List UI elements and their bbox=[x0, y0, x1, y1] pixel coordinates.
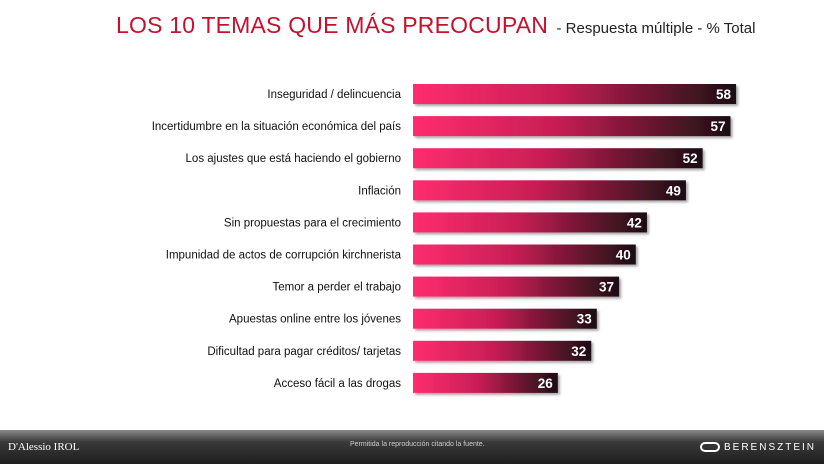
category-label-4: Inflación bbox=[358, 185, 401, 197]
value-label-4: 49 bbox=[666, 183, 681, 198]
chart-title: LOS 10 TEMAS QUE MÁS PREOCUPAN - Respues… bbox=[116, 12, 755, 39]
bar-9 bbox=[413, 340, 592, 361]
category-label-2: Incertidumbre en la situación económica … bbox=[152, 121, 402, 133]
bar-2 bbox=[413, 116, 731, 137]
bar-6 bbox=[413, 244, 636, 265]
value-label-1: 58 bbox=[716, 87, 732, 102]
category-label-9: Dificultad para pagar créditos/ tarjetas bbox=[207, 346, 401, 358]
category-label-5: Sin propuestas para el crecimiento bbox=[224, 217, 401, 229]
bar-3 bbox=[413, 148, 703, 169]
bar-7 bbox=[413, 276, 620, 297]
bar-4 bbox=[413, 180, 686, 201]
value-label-7: 37 bbox=[599, 280, 614, 295]
footer-bar: D'Alessio IROL Permitida la reproducción… bbox=[0, 430, 824, 464]
value-label-10: 26 bbox=[538, 376, 554, 391]
category-label-6: Impunidad de actos de corrupción kirchne… bbox=[166, 250, 402, 262]
value-label-6: 40 bbox=[616, 248, 631, 263]
bar-1 bbox=[413, 84, 737, 104]
category-label-10: Acceso fácil a las drogas bbox=[274, 378, 401, 390]
value-label-3: 52 bbox=[683, 151, 698, 166]
value-label-5: 42 bbox=[627, 215, 642, 230]
bar-8 bbox=[413, 308, 597, 329]
category-label-8: Apuestas online entre los jóvenes bbox=[229, 314, 401, 326]
footer-note: Permitida la reproducción citando la fue… bbox=[350, 441, 485, 448]
bars-group: Inseguridad / delincuencia 58 Incertidumbr… bbox=[152, 84, 737, 393]
category-label-1: Inseguridad / delincuencia bbox=[267, 89, 401, 101]
berensztein-text: BERENSZTEIN bbox=[723, 442, 816, 453]
value-label-9: 32 bbox=[571, 344, 586, 359]
value-label-8: 33 bbox=[577, 312, 593, 327]
category-label-3: Los ajustes que está haciendo el gobiern… bbox=[186, 153, 401, 165]
bar-10 bbox=[413, 372, 558, 393]
title-main: LOS 10 TEMAS QUE MÁS PREOCUPAN bbox=[116, 12, 549, 38]
title-subtitle: - Respuesta múltiple - % Total bbox=[556, 20, 756, 37]
dalessio-logo: D'Alessio IROL bbox=[8, 441, 80, 453]
value-label-2: 57 bbox=[710, 119, 725, 134]
bar-5 bbox=[413, 212, 647, 233]
category-label-7: Temor a perder el trabajo bbox=[273, 282, 401, 294]
bar-chart: Inseguridad / delincuencia 58 Incertidumbr… bbox=[152, 84, 737, 393]
berensztein-mark-icon bbox=[699, 442, 720, 452]
berensztein-logo: BERENSZTEIN bbox=[699, 442, 816, 453]
